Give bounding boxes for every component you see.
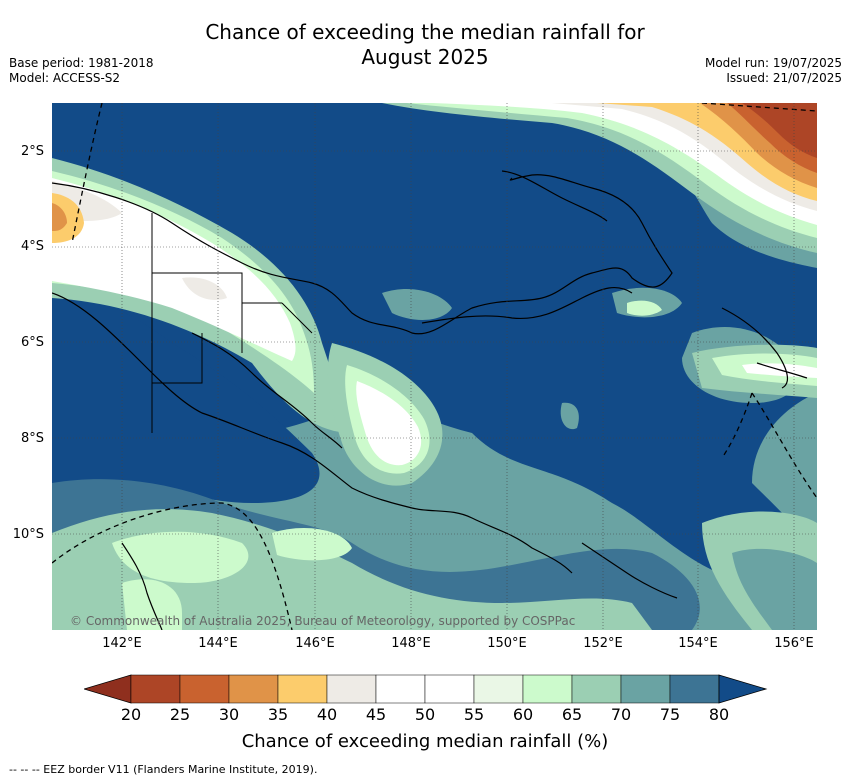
colorbar-bin [326, 674, 377, 704]
contour-65-south-2 [272, 528, 352, 561]
lat-label-8s: 8°S [20, 431, 44, 446]
lat-label-10s: 10°S [12, 527, 44, 542]
model-name: Model: ACCESS-S2 [9, 71, 121, 85]
lon-label-152e: 152°E [583, 636, 623, 651]
contour-25-ne [732, 103, 817, 158]
map-title: Chance of exceeding the median rainfall … [0, 20, 850, 70]
eez-footnote: -- -- -- EEZ border V11 (Flanders Marine… [9, 763, 318, 776]
contour-65-south-1 [112, 531, 249, 583]
colorbar-bin [571, 674, 622, 704]
lon-label-148e: 148°E [391, 636, 431, 651]
colorbar-label: Chance of exceeding median rainfall (%) [241, 731, 609, 752]
lon-label-156e: 156°E [774, 636, 814, 651]
lon-label-146e: 146°E [295, 636, 335, 651]
issued-date: Issued: 21/07/2025 [726, 71, 842, 85]
cb-tick-45: 45 [365, 705, 387, 724]
colorbar-bin [473, 674, 524, 704]
model-run: Model run: 19/07/2025 [704, 56, 842, 70]
colorbar-bin [669, 674, 720, 704]
contour-80-main [52, 103, 817, 583]
contour-80-southwest [52, 293, 320, 503]
meta-left: Base period: 1981-2018 Model: ACCESS-S2 [9, 56, 154, 86]
copyright-notice: © Commonwealth of Australia 2025, Bureau… [70, 614, 576, 628]
eez-south [52, 502, 293, 630]
contour-50-nw-band [52, 178, 296, 361]
cb-tick-60: 60 [512, 705, 534, 724]
borders [151, 213, 313, 433]
lat-label-2s: 2°S [20, 144, 44, 159]
colorbar-bin [620, 674, 671, 704]
contour-40-nw [52, 193, 84, 243]
colorbar-right-arrow [718, 674, 768, 704]
cb-tick-65: 65 [561, 705, 583, 724]
bougainville [721, 307, 789, 389]
eez-ne [701, 103, 817, 112]
colorbar-bin [130, 674, 181, 704]
new-ireland [501, 170, 608, 222]
contour-70-new-britain [382, 288, 452, 320]
lat-label-4s: 4°S [20, 239, 44, 254]
contour-45-nw-2 [182, 277, 227, 300]
base-period: Base period: 1981-2018 [9, 56, 154, 70]
province-borders [152, 272, 313, 384]
cb-tick-55: 55 [463, 705, 485, 724]
lon-label-154e: 154°E [678, 636, 718, 651]
title-line-2: August 2025 [361, 45, 489, 69]
cb-tick-35: 35 [267, 705, 289, 724]
coastlines [52, 170, 808, 630]
lat-label-6s: 6°S [20, 335, 44, 350]
cb-tick-80: 80 [708, 705, 730, 724]
contour-35-nw [52, 203, 67, 231]
gulf-coast [191, 332, 343, 449]
eez-borders [52, 103, 817, 630]
colorbar-bin [179, 674, 230, 704]
lon-label-150e: 150°E [487, 636, 527, 651]
colorbar-bin [522, 674, 573, 704]
cb-tick-20: 20 [120, 705, 142, 724]
title-line-1: Chance of exceeding the median rainfall … [205, 20, 645, 44]
contour-65-far-south [122, 579, 182, 630]
contour-50-central [356, 381, 422, 466]
meta-right: Model run: 19/07/2025 Issued: 21/07/2025 [705, 56, 842, 86]
colorbar-bin [277, 674, 328, 704]
eez-west [71, 103, 103, 244]
cb-tick-75: 75 [659, 705, 681, 724]
cb-tick-50: 50 [414, 705, 436, 724]
cb-tick-30: 30 [218, 705, 240, 724]
cb-tick-40: 40 [316, 705, 338, 724]
contour-70-islet [560, 402, 579, 430]
gridlines [52, 103, 817, 630]
lon-label-142e: 142°E [102, 636, 142, 651]
colorbar-bin [424, 674, 475, 704]
contour-60-new-britain [627, 300, 662, 316]
rainfall-map [52, 103, 817, 630]
cb-tick-70: 70 [610, 705, 632, 724]
colorbar [84, 674, 768, 704]
new-britain [421, 286, 633, 324]
new-guinea-coast [52, 174, 673, 335]
contour-75-southeast [732, 548, 817, 630]
papua-south-coast [52, 292, 573, 574]
lon-label-144e: 144°E [198, 636, 238, 651]
solomon-islands [756, 362, 808, 379]
cb-tick-25: 25 [169, 705, 191, 724]
contour-50-solomon [742, 363, 817, 378]
colorbar-bin [375, 674, 426, 704]
colorbar-bin [228, 674, 279, 704]
eez-east [721, 392, 817, 499]
colorbar-left-arrow [84, 674, 132, 704]
cape-york [121, 542, 163, 630]
louisiade [581, 542, 678, 599]
